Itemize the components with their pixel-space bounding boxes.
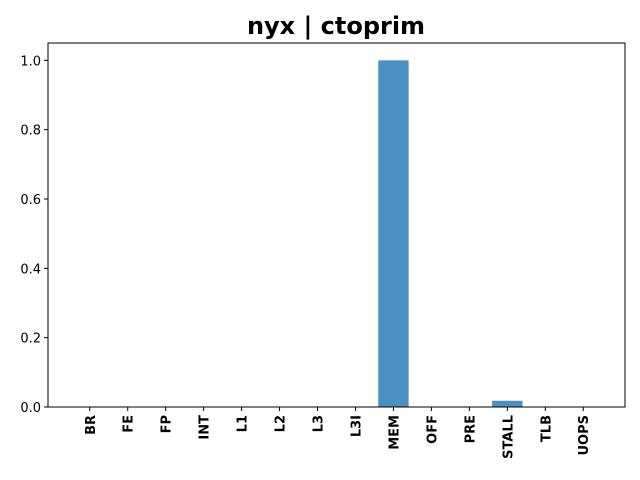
x-axis-ticks: BR FE FP INT L1 L2 L3 L3I MEM OFF PRE STALL TLB UOPS [84,407,592,459]
plot-frame [47,42,626,408]
x-tick-label: STALL [501,415,516,459]
y-tick-label: 1.0 [20,54,41,69]
bar-stall [492,400,523,407]
y-tick-label: 0.0 [20,401,41,416]
x-tick-label: L1 [236,415,251,432]
x-tick-label: L2 [274,415,289,432]
chart-title: nyx | ctoprim [247,12,425,40]
x-tick-label: PRE [463,415,478,443]
y-axis-ticks: 0.0 0.2 0.4 0.6 0.8 1.0 [20,54,48,416]
x-tick-label: TLB [539,415,554,442]
x-tick-label: BR [84,415,99,435]
y-tick-label: 0.4 [20,262,41,277]
y-tick-label: 0.6 [20,193,41,208]
x-tick-label: INT [198,415,213,440]
x-tick-label: MEM [387,415,402,450]
x-tick-label: L3 [312,415,327,432]
y-tick-label: 0.8 [20,124,41,139]
x-tick-label: FE [122,415,137,433]
bars-group [378,60,523,407]
y-tick-label: 0.2 [20,332,41,347]
x-tick-label: FP [160,415,175,433]
x-tick-label: L3I [349,415,364,437]
x-tick-label: UOPS [577,415,592,456]
bar-mem [378,60,409,407]
x-tick-label: OFF [425,415,440,444]
